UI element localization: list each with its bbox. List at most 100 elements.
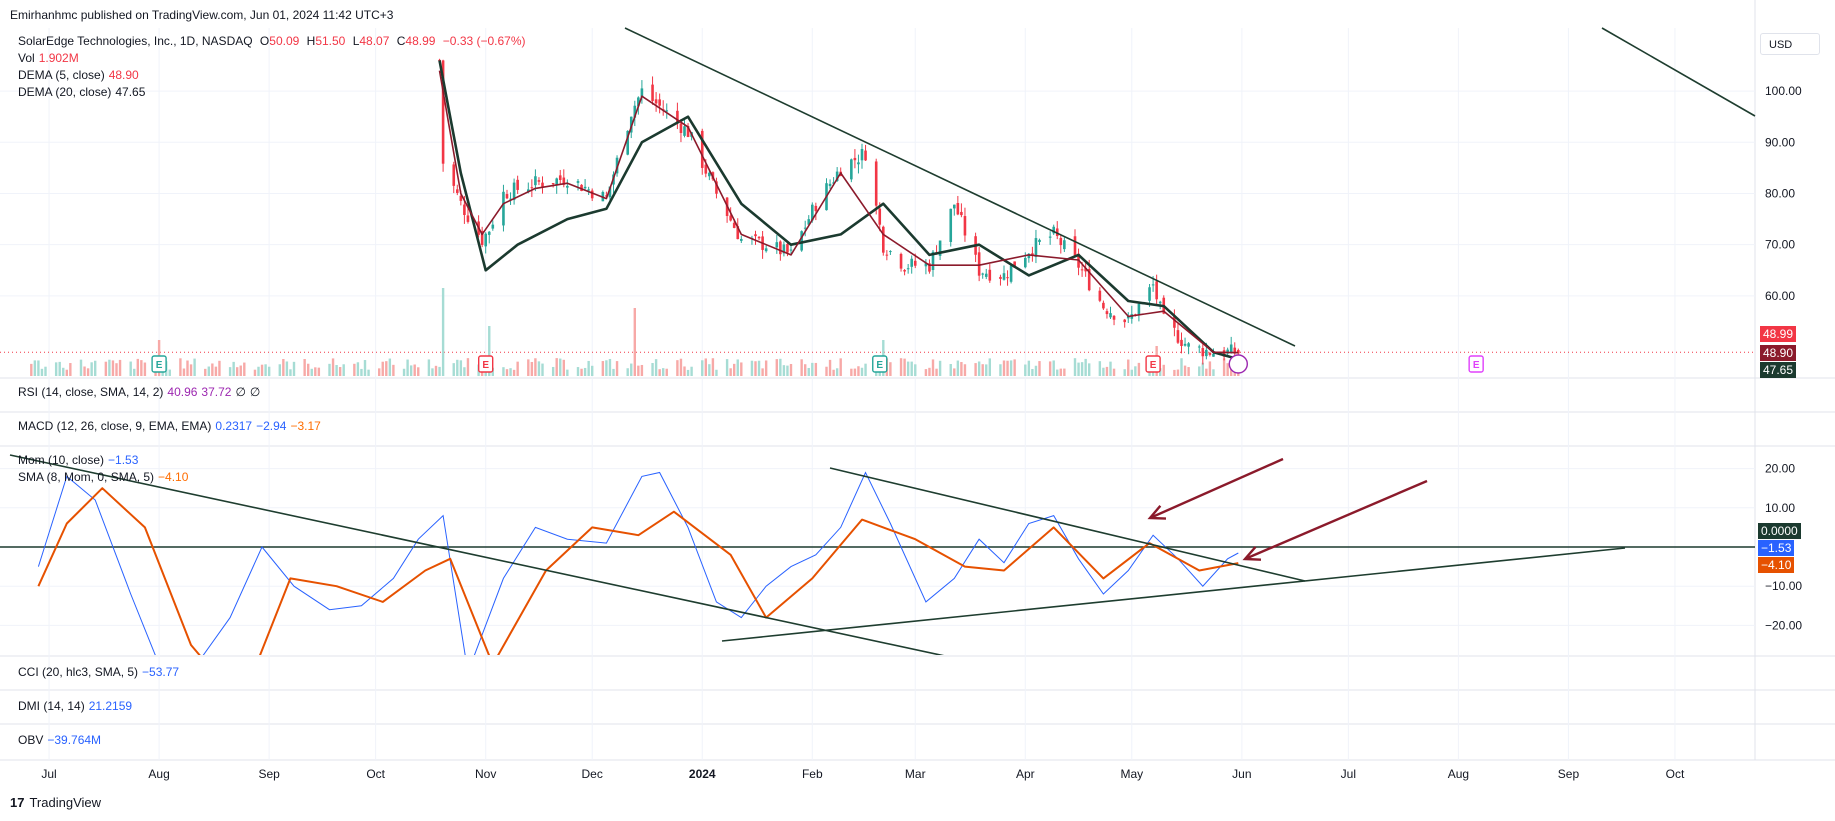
volume-bar [1080, 362, 1084, 376]
volume-bar [654, 359, 658, 376]
candle-body [832, 182, 835, 184]
macd-legend: MACD (12, 26, close, 9, EMA, EMA) 0.2317−… [18, 419, 321, 433]
event-flash-icon [1228, 354, 1249, 374]
earnings-marker-label: E [876, 360, 883, 371]
volume-bar [1134, 366, 1137, 376]
currency-selector[interactable]: USD [1760, 33, 1820, 55]
volume-bar [608, 358, 612, 376]
candle-body [1222, 350, 1226, 357]
candle-body [885, 254, 889, 256]
volume-bar [1180, 358, 1183, 376]
candle-body [981, 273, 984, 275]
volume-bar [864, 363, 867, 376]
volume-bar [1183, 365, 1187, 376]
volume-bar [1034, 365, 1038, 376]
candle-body [459, 195, 463, 201]
candle-body [530, 187, 534, 189]
volume-bar [1205, 368, 1208, 376]
candle-body [576, 181, 580, 183]
candle-body [789, 249, 793, 251]
candle-body [491, 224, 495, 229]
volume-bar [591, 365, 594, 376]
volume-bar [388, 358, 392, 376]
candle-body [1109, 313, 1112, 318]
candle-body [1208, 352, 1212, 355]
time-tick-label: Jun [1232, 767, 1251, 781]
sma-legend: SMA (8, Mom, 0, SMA, 5) −4.10 [18, 470, 189, 484]
candle-body [512, 182, 516, 201]
time-tick-label: Oct [366, 767, 385, 781]
candle-body [857, 162, 860, 165]
earnings-marker-label: E [156, 360, 163, 371]
volume-bar [1077, 362, 1080, 376]
candle-body [555, 178, 558, 185]
annotation-arrow-1 [1147, 457, 1284, 520]
symbol-legend: SolarEdge Technologies, Inc., 1D, NASDAQ… [18, 33, 530, 49]
volume-bar [438, 366, 441, 376]
volume-bar [999, 364, 1002, 376]
volume-bar [207, 366, 210, 376]
time-tick-label: 2024 [689, 767, 716, 781]
candle-body [953, 204, 956, 209]
volume-bar [651, 363, 654, 376]
volume-bar [115, 363, 118, 376]
volume-bar [690, 366, 693, 376]
earnings-marker: E [872, 355, 888, 373]
candle-body [534, 176, 537, 186]
volume-bar [140, 360, 143, 376]
volume-bar [626, 368, 629, 376]
candle-body [1155, 281, 1158, 300]
candle-body [807, 219, 811, 225]
candle-body [441, 60, 445, 164]
volume-bar [463, 367, 466, 376]
candle-body [1187, 343, 1190, 347]
ohlc-o: O50.09 [259, 34, 300, 48]
volume-bar [33, 360, 37, 376]
volume-bar [906, 361, 910, 376]
time-tick-label: Apr [1016, 767, 1035, 781]
volume-bar [761, 368, 764, 376]
volume-bar [686, 369, 690, 376]
volume-bar [1006, 360, 1009, 376]
volume-bar [1084, 358, 1087, 376]
candle-body [960, 211, 963, 216]
candle-body [864, 150, 867, 161]
volume-bar [715, 369, 718, 376]
volume-bar [580, 368, 583, 376]
candle-body [853, 157, 857, 161]
time-tick-label: Jul [1341, 767, 1356, 781]
volume-bar [182, 368, 186, 376]
volume-bar [338, 367, 342, 376]
volume-bar [1098, 361, 1102, 376]
volume-bar [949, 364, 952, 376]
volume-bar [981, 364, 984, 376]
volume-bar [662, 368, 665, 376]
candle-body [729, 215, 732, 221]
arrow-shaft [1149, 457, 1284, 520]
tradingview-logo[interactable]: 17 TradingView [10, 795, 102, 810]
volume-bar [342, 364, 345, 376]
candle-body [679, 123, 683, 133]
earnings-marker-box [1145, 355, 1161, 373]
candle-body [1038, 239, 1041, 243]
volume-bar [179, 358, 182, 376]
volume-bar [889, 362, 892, 376]
volume-bar [292, 361, 296, 376]
volume-bar [931, 359, 935, 376]
candle-body [803, 227, 807, 229]
candle-body [860, 149, 864, 161]
candle-body [1048, 236, 1052, 238]
mom-tick-label: −10.00 [1765, 579, 1802, 593]
earnings-marker-label: E [482, 360, 489, 371]
volume-bar [601, 361, 605, 376]
volume-bar [665, 368, 668, 376]
volume-bar [243, 362, 246, 376]
candle-body [651, 84, 654, 101]
volume-bar [786, 365, 789, 376]
candle-body [924, 263, 928, 267]
candle-body [551, 183, 555, 185]
volume-bar [69, 363, 72, 376]
volume-bar [502, 367, 505, 376]
